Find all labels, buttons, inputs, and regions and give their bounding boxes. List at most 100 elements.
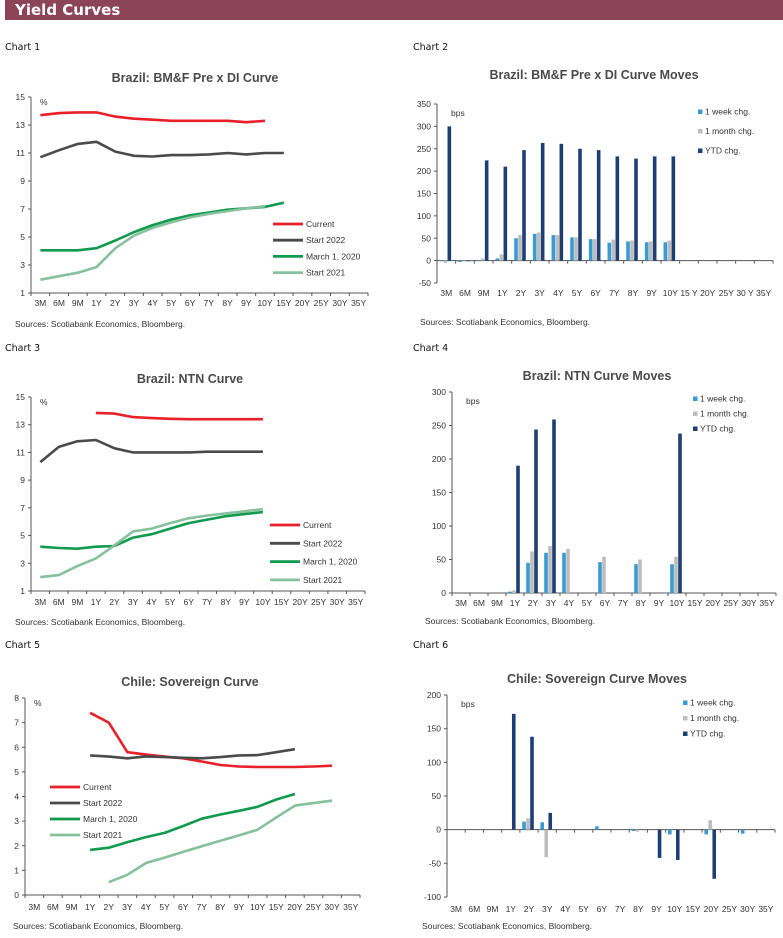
y-tick-label: 50 (437, 555, 447, 565)
legend-label: 1 week chg. (690, 698, 735, 708)
x-tick-label: 5Y (578, 904, 589, 914)
x-tick-label: 6M (53, 298, 65, 308)
y-unit-label: % (40, 397, 48, 407)
bar-1-month-chg--6y (592, 239, 597, 261)
x-tick-label: 3M (34, 597, 46, 607)
x-tick-label: 3Y (542, 904, 553, 914)
chart-number-label: Chart 4 (413, 343, 448, 354)
y-tick-label: 250 (417, 144, 431, 154)
y-tick-label: 150 (417, 189, 431, 199)
legend-swatch (698, 129, 703, 134)
x-tick-label: 8Y (633, 904, 644, 914)
bar-1-week-chg--10y (667, 829, 672, 835)
bar-1-week-chg--1y (495, 258, 500, 261)
x-tick-label: 25Y (311, 597, 326, 607)
legend-label: 1 week chg. (700, 394, 745, 404)
bar-ytd-chg--3y (552, 419, 556, 593)
legend-label: YTD chg. (705, 146, 740, 156)
bar-1-month-chg--8y (635, 829, 640, 832)
y-tick-label: 9 (20, 176, 25, 186)
x-tick-label: 7Y (618, 598, 629, 608)
x-tick-label: 9M (491, 598, 503, 608)
x-tick-label: 20Y (705, 598, 720, 608)
chart-2: Chart 2 Brazil: BM&F Pre x DI Curve Moves… (413, 42, 774, 327)
x-tick-label: 6Y (597, 904, 608, 914)
x-tick-label: 35Y (756, 288, 771, 298)
x-tick-label: 2Y (104, 902, 115, 912)
chart-title: Brazil: NTN Curve Moves (523, 369, 672, 383)
x-tick-label: 3M (455, 598, 467, 608)
y-tick-label: 150 (432, 488, 446, 498)
x-tick-label: 1Y (91, 298, 102, 308)
bar-ytd-chg--6m (466, 260, 470, 262)
x-tick-label: 5Y (572, 288, 583, 298)
bar-1-month-chg--1y (512, 590, 516, 593)
legend-label: 1 month chg. (705, 126, 754, 136)
x-tick-label: 9Y (239, 597, 250, 607)
bar-1-week-chg--3y (540, 822, 545, 830)
series-line-start-2022 (39, 438, 263, 464)
x-tick-label: 9Y (651, 904, 662, 914)
y-tick-label: 1 (20, 288, 25, 298)
legend-label: March 1, 2020 (303, 557, 358, 567)
chart-title: Brazil: NTN Curve (137, 372, 243, 386)
x-tick-label: 4Y (146, 597, 157, 607)
x-tick-label: 8Y (215, 902, 226, 912)
bar-1-month-chg--1y (499, 254, 504, 261)
y-tick-label: 9 (20, 475, 25, 485)
x-tick-label: 20Y (295, 298, 310, 308)
bar-ytd-chg--5y (578, 148, 582, 261)
bar-1-week-chg--10y (670, 564, 674, 593)
chart-5: Chart 5 Chile: Sovereign Curve Sources: Sc… (5, 640, 361, 931)
bar-1-week-chg--9y (644, 242, 649, 261)
legend-label: 1 month chg. (690, 713, 739, 723)
x-tick-label: 6M (459, 288, 471, 298)
legend-swatch (683, 716, 688, 721)
x-tick-label: 9Y (646, 288, 657, 298)
bar-1-week-chg--6y (595, 826, 599, 830)
legend-label: Start 2022 (303, 538, 342, 548)
series-line-start-2021 (108, 799, 333, 884)
x-tick-label: 6M (53, 597, 65, 607)
legend-label: Start 2022 (83, 798, 122, 808)
x-tick-label: 3Y (129, 298, 140, 308)
x-tick-label: 3Y (128, 597, 139, 607)
x-tick-label: 10Y (250, 902, 265, 912)
chart-number-label: Chart 1 (5, 42, 40, 53)
x-tick-label: 10Y (669, 598, 684, 608)
bar-ytd-chg--1y (516, 465, 520, 593)
bar-1-week-chg--1y (508, 591, 512, 593)
y-tick-label: 3 (20, 558, 25, 568)
y-tick-label: 150 (427, 724, 441, 734)
bar-ytd-chg--6y (596, 150, 601, 261)
x-tick-label: 10Y (667, 904, 682, 914)
y-tick-label: 0 (441, 588, 446, 598)
x-tick-label: 4Y (560, 904, 571, 914)
x-tick-label: 2Y (109, 597, 120, 607)
chart-sources: Sources: Scotiabank Economics, Bloomberg… (13, 921, 183, 931)
legend-swatch (693, 426, 698, 431)
bar-1-month-chg--7y (611, 239, 616, 261)
bar-1-month-chg--10y (667, 240, 672, 261)
y-tick-label: 1 (14, 865, 19, 875)
chart-6: Chart 6 Chile: Sovereign Curve Moves Sourc… (413, 640, 776, 931)
x-tick-label: 10Y (663, 288, 678, 298)
y-tick-label: 8 (14, 693, 19, 703)
x-tick-label: 15Y (687, 598, 702, 608)
y-tick-label: 5 (20, 232, 25, 242)
x-tick-label: 35Y (343, 902, 358, 912)
y-tick-label: 0 (426, 256, 431, 266)
y-tick-label: 5 (14, 767, 19, 777)
x-tick-label: 30Y (325, 902, 340, 912)
bar-1-week-chg--8y (631, 829, 636, 832)
y-tick-label: 3 (14, 816, 19, 826)
bar-ytd-chg--4y (559, 143, 564, 261)
x-tick-label: 15 Y (680, 288, 698, 298)
bar-1-month-chg--8y (630, 240, 634, 261)
legend-swatch (683, 731, 688, 736)
y-tick-label: 100 (432, 521, 446, 531)
y-tick-label: 100 (417, 211, 431, 221)
x-tick-label: 4Y (147, 298, 158, 308)
x-tick-label: 10Y (255, 597, 270, 607)
series-line-current (95, 411, 263, 421)
